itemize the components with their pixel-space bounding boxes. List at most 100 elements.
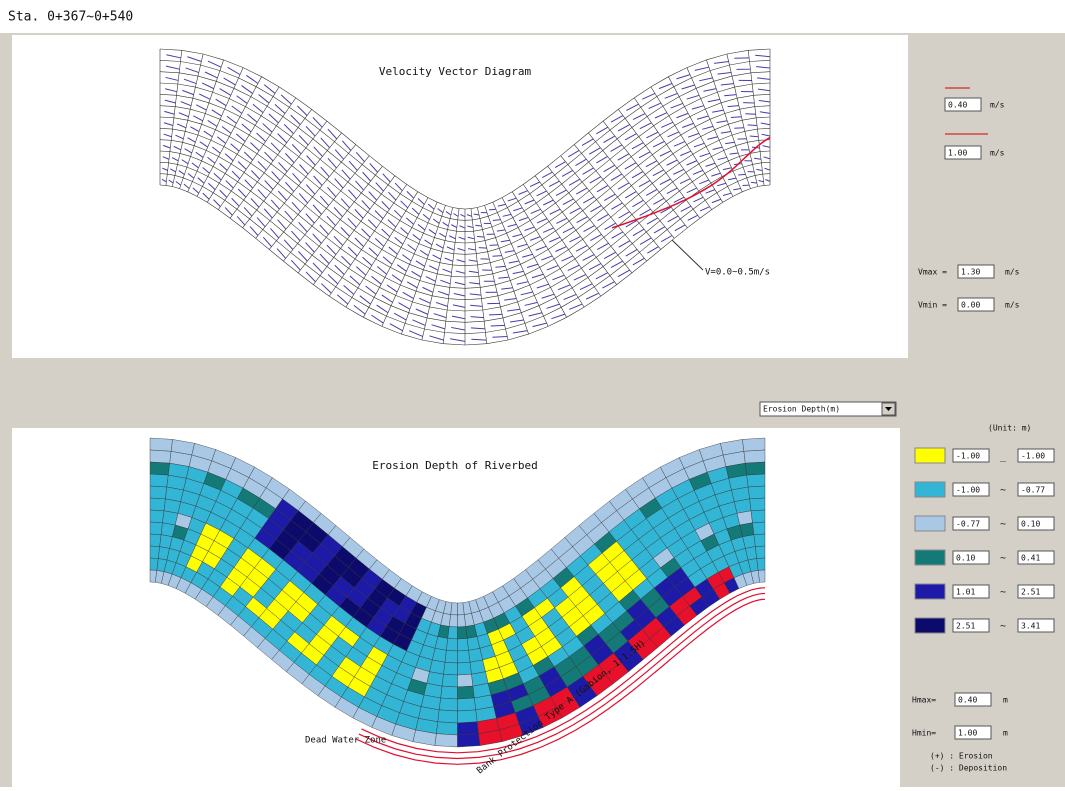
legend-from-text: 0.10 — [956, 554, 975, 563]
vector — [477, 236, 484, 237]
vector — [734, 128, 744, 129]
erosion-cell — [150, 498, 165, 511]
vector — [493, 256, 502, 257]
erosion-cell — [150, 462, 170, 475]
erosion-cell — [150, 450, 171, 463]
legend-to-text: 2.51 — [1021, 588, 1040, 597]
erosion-cell — [740, 523, 754, 537]
legend-from-text: -1.00 — [956, 486, 980, 495]
legend-sep: ~ — [1000, 587, 1006, 598]
legend-to-text: 3.41 — [1021, 622, 1040, 631]
legend-from-text: -0.77 — [956, 520, 980, 529]
legend-unit: (Unit: m) — [988, 424, 1031, 433]
vector — [491, 325, 505, 326]
range-label: Vmin = — [918, 301, 947, 310]
erosion-cell — [747, 474, 765, 487]
depth-input-text: 0.40 — [958, 696, 977, 705]
vector — [479, 248, 487, 249]
erosion-cell — [150, 534, 161, 547]
erosion-cell — [150, 438, 173, 451]
erosion-cell — [458, 627, 468, 640]
erosion-cell — [446, 638, 457, 651]
velocity-annotation: V=0.0~0.5m/s — [705, 268, 770, 278]
erosion-cell — [744, 450, 765, 463]
erosion-cell — [737, 511, 753, 525]
erosion-title: Erosion Depth of Riverbed — [372, 459, 538, 472]
legend-from-text: 1.01 — [956, 588, 975, 597]
erosion-cell — [150, 522, 163, 535]
range-input-text: 1.30 — [961, 268, 980, 277]
erosion-cell — [748, 486, 765, 499]
erosion-cell — [758, 570, 765, 582]
legend-from-text: -1.00 — [956, 452, 980, 461]
range-input-text: 0.00 — [961, 301, 980, 310]
unit: m/s — [990, 101, 1005, 110]
legend-swatch — [915, 550, 945, 565]
erosion-cell — [742, 438, 765, 451]
erosion-cell — [458, 638, 469, 651]
erosion-cell — [754, 534, 765, 547]
erosion-cell — [757, 558, 765, 570]
erosion-cell — [444, 662, 458, 675]
depth-label: Hmin= — [912, 729, 936, 738]
erosion-cell — [751, 510, 765, 523]
unit: m — [1003, 696, 1008, 705]
erosion-cell — [150, 486, 167, 499]
erosion-cell — [150, 510, 164, 523]
legend-to-text: -1.00 — [1021, 452, 1045, 461]
legend-to-text: 0.41 — [1021, 554, 1040, 563]
note: (+) : Erosion — [930, 752, 993, 761]
station-label: Sta. 0+367~0+540 — [8, 10, 133, 25]
legend-swatch — [915, 618, 945, 633]
legend-sep: ~ — [1000, 553, 1006, 564]
legend-sep: ~ — [1000, 621, 1006, 632]
legend-to-text: 0.10 — [1021, 520, 1040, 529]
erosion-cell — [451, 603, 458, 615]
title-bar — [0, 0, 1065, 33]
erosion-cell — [458, 662, 472, 675]
erosion-cell — [442, 674, 457, 687]
legend-swatch — [915, 516, 945, 531]
erosion-cell — [150, 474, 168, 487]
velocity-panel — [12, 35, 908, 358]
vector — [748, 125, 758, 126]
erosion-cell — [436, 722, 457, 735]
erosion-cell — [458, 734, 481, 747]
erosion-cell — [750, 498, 765, 511]
note: (-) : Deposition — [930, 764, 1007, 773]
erosion-cell — [445, 650, 458, 663]
erosion-cell — [458, 686, 475, 699]
velocity-title: Velocity Vector Diagram — [379, 65, 532, 78]
vector — [751, 182, 757, 183]
depth-input-text: 1.00 — [958, 729, 977, 738]
erosion-cell — [753, 522, 766, 535]
erosion-cell — [458, 722, 479, 735]
erosion-cell — [449, 615, 457, 627]
vector — [489, 209, 496, 210]
erosion-cell — [435, 734, 458, 747]
unit: m/s — [990, 149, 1005, 158]
legend-swatch — [915, 448, 945, 463]
scale-input-text: 0.40 — [948, 101, 967, 110]
scale-input-text: 1.00 — [948, 149, 967, 158]
dropdown-text: Erosion Depth(m) — [763, 405, 840, 414]
unit: m/s — [1005, 268, 1020, 277]
erosion-cell — [755, 546, 765, 559]
erosion-cell — [458, 674, 473, 687]
unit: m/s — [1005, 301, 1020, 310]
erosion-cell — [458, 698, 476, 711]
legend-swatch — [915, 482, 945, 497]
erosion-cell — [438, 710, 458, 723]
erosion-cell — [448, 627, 458, 640]
erosion-cell — [432, 648, 446, 662]
erosion-cell — [150, 546, 160, 559]
app-window: Sta. 0+367~0+540 Velocity Vector Diagram… — [0, 0, 1065, 787]
depth-label: Hmax= — [912, 696, 936, 705]
erosion-cell — [439, 698, 457, 711]
erosion-cell — [441, 686, 458, 699]
legend-sep: ~ — [1000, 519, 1006, 530]
vector — [738, 174, 745, 175]
legend-sep: _ — [1000, 451, 1007, 462]
range-label: Vmax = — [918, 268, 947, 277]
legend-to-text: -0.77 — [1021, 486, 1045, 495]
